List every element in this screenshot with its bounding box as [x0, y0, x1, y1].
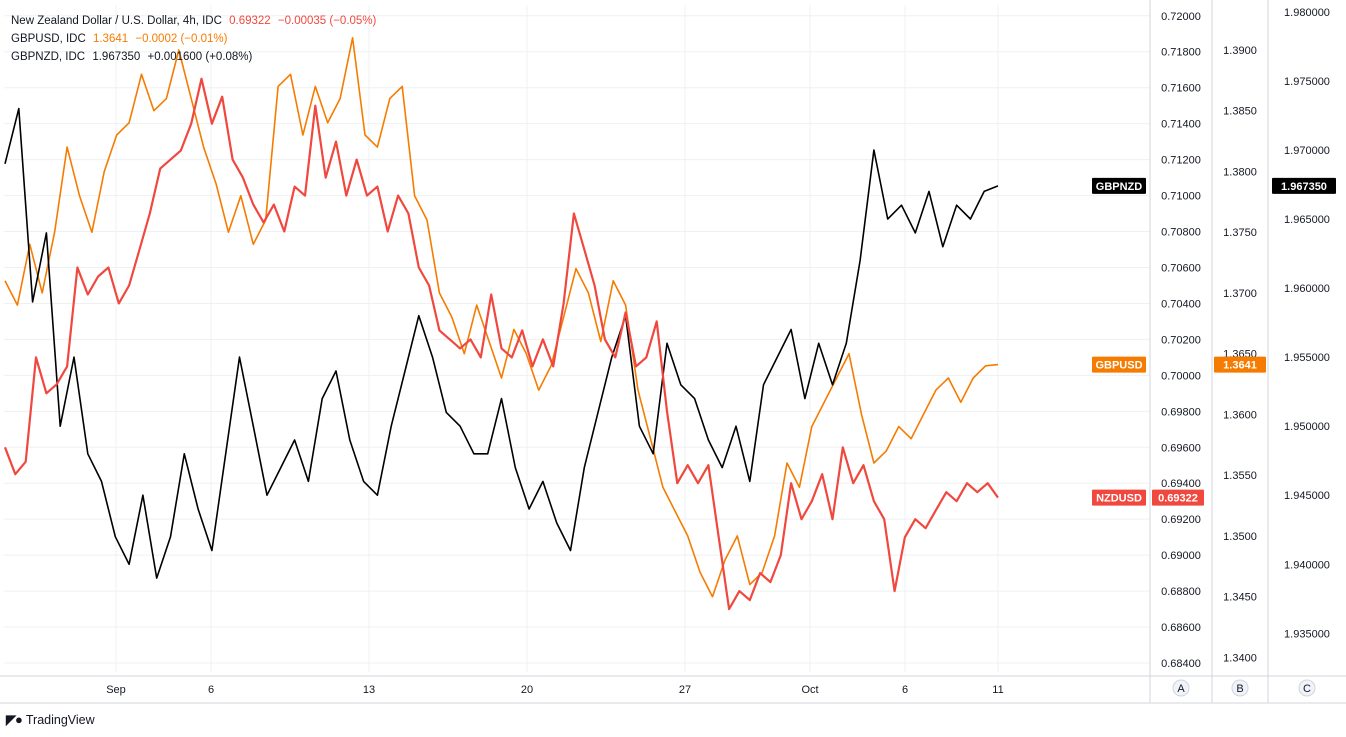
price-tick-label-a: 0.69000 — [1161, 550, 1201, 562]
price-tick-label-a: 0.71000 — [1161, 191, 1201, 203]
price-tick-label-b: 1.3900 — [1223, 45, 1257, 57]
price-tick-label-a: 0.70600 — [1161, 262, 1201, 274]
last-price-label: 0.69322 — [1158, 493, 1198, 505]
price-tick-label-b: 1.3550 — [1223, 470, 1257, 482]
tradingview-logo-icon: ◤● — [6, 712, 23, 727]
series-layer — [3, 36, 999, 611]
legend-gbpusd-change: −0.0002 (−0.01%) — [135, 33, 228, 45]
series-line-nzdusd — [3, 77, 999, 611]
price-tick-label-a: 0.71600 — [1161, 83, 1201, 95]
legend-row-gbpnzd[interactable]: GBPNZD, IDC 1.967350 +0.001600 (+0.08%) — [11, 48, 380, 66]
series-tag-bg — [1092, 356, 1146, 373]
price-tick-label-a: 0.71800 — [1161, 47, 1201, 59]
price-tick-label-b: 1.3600 — [1223, 409, 1257, 421]
axis-letter-badge — [1298, 679, 1316, 697]
legend-gbpusd-name: GBPUSD, IDC — [11, 33, 86, 45]
legend-nzdusd-name: New Zealand Dollar / U.S. Dollar, 4h, ID… — [11, 15, 222, 27]
price-tick-label-a: 0.69600 — [1161, 442, 1201, 454]
price-tick-label-a: 0.71200 — [1161, 155, 1201, 167]
price-tick-label-a: 0.69800 — [1161, 406, 1201, 418]
series-line-gbpusd — [4, 36, 999, 598]
series-tag-bg — [1092, 177, 1146, 194]
time-tick-label: 6 — [208, 684, 214, 696]
legend-nzdusd-change: −0.00035 (−0.05%) — [277, 15, 377, 27]
axis-letter-badge — [1231, 679, 1249, 697]
price-tick-label-a: 0.71400 — [1161, 119, 1201, 131]
price-tick-label-b: 1.3400 — [1223, 652, 1257, 664]
price-tick-label-a: 0.69400 — [1161, 478, 1201, 490]
time-tick-label: 13 — [363, 684, 375, 696]
price-tick-label-b: 1.3450 — [1223, 592, 1257, 604]
legend-gbpnzd-change: +0.001600 (+0.08%) — [147, 51, 253, 63]
price-tick-label-a: 0.68600 — [1161, 622, 1201, 634]
series-tag-label: GBPNZD — [1096, 181, 1143, 193]
series-line-gbpnzd — [4, 107, 999, 579]
price-tick-label-b: 1.3500 — [1223, 531, 1257, 543]
time-tick-label: 27 — [679, 684, 691, 696]
price-tick-label-a: 0.68400 — [1161, 658, 1201, 670]
price-tick-label-a: 0.69200 — [1161, 514, 1201, 526]
price-tick-label-b: 1.3850 — [1223, 106, 1257, 118]
axis-letter-badge — [1172, 679, 1190, 697]
legend-gbpusd-last: 1.3641 — [92, 33, 129, 45]
tradingview-logo[interactable]: ◤● TradingView — [6, 712, 95, 728]
legend-gbpnzd-name: GBPNZD, IDC — [11, 51, 86, 63]
tag-layer: NZDUSD 0.69322 GBPUSD 1.3641 GBPNZD 1.967350 — [1092, 177, 1336, 506]
time-tick-label: 6 — [902, 684, 908, 696]
price-tick-label-c: 1.960000 — [1284, 283, 1330, 295]
legend-row-gbpusd[interactable]: GBPUSD, IDC 1.3641 −0.0002 (−0.01%) — [11, 30, 380, 48]
price-tick-label-c: 1.955000 — [1284, 352, 1330, 364]
series-tag-label: GBPUSD — [1095, 360, 1142, 372]
price-tick-label-c: 1.950000 — [1284, 421, 1330, 433]
price-tick-label-c: 1.965000 — [1284, 214, 1330, 226]
legend-gbpnzd-last: 1.967350 — [92, 51, 141, 63]
price-tick-label-c: 1.975000 — [1284, 76, 1330, 88]
price-tick-label-c: 1.945000 — [1284, 490, 1330, 502]
axis-letter: B — [1236, 683, 1243, 695]
time-tick-label: Oct — [801, 684, 818, 696]
axis-letter: C — [1303, 683, 1311, 695]
tradingview-brand: TradingView — [25, 713, 95, 727]
last-price-label: 1.3641 — [1223, 360, 1257, 372]
price-tick-label-a: 0.70800 — [1161, 227, 1201, 239]
price-tick-label-a: 0.70000 — [1161, 370, 1201, 382]
time-tick-label: 20 — [521, 684, 533, 696]
price-tick-label-b: 1.3750 — [1223, 227, 1257, 239]
price-tick-label-a: 0.70200 — [1161, 334, 1201, 346]
time-tick-label: Sep — [106, 684, 126, 696]
grid-layer — [4, 5, 1150, 672]
last-price-label-bg — [1272, 177, 1336, 194]
axis-letter: A — [1177, 683, 1185, 695]
time-tick-label: 11 — [992, 684, 1003, 696]
price-tick-label-a: 0.68800 — [1161, 586, 1201, 598]
price-tick-label-c: 1.980000 — [1284, 7, 1330, 19]
price-tick-label-a: 0.72000 — [1161, 11, 1201, 23]
price-tick-label-a: 0.70400 — [1161, 298, 1201, 310]
series-tag-bg — [1092, 489, 1146, 506]
price-tick-label-b: 1.3700 — [1223, 288, 1257, 300]
axis-layer: 0.72000 0.71800 0.71600 0.71400 0.71200 0.710… — [0, 0, 1346, 704]
price-tick-label-c: 1.935000 — [1284, 628, 1330, 640]
legend: New Zealand Dollar / U.S. Dollar, 4h, ID… — [11, 12, 380, 66]
price-tick-label-b: 1.3800 — [1223, 166, 1257, 178]
last-price-label: 1.967350 — [1281, 181, 1327, 193]
price-tick-label-c: 1.940000 — [1284, 559, 1330, 571]
legend-row-nzdusd[interactable]: New Zealand Dollar / U.S. Dollar, 4h, ID… — [11, 12, 380, 30]
price-tick-label-c: 1.970000 — [1284, 145, 1330, 157]
last-price-label-bg — [1152, 489, 1204, 506]
last-price-label-bg — [1214, 356, 1266, 373]
series-tag-label: NZDUSD — [1096, 493, 1142, 505]
legend-nzdusd-last: 0.69322 — [229, 15, 271, 27]
